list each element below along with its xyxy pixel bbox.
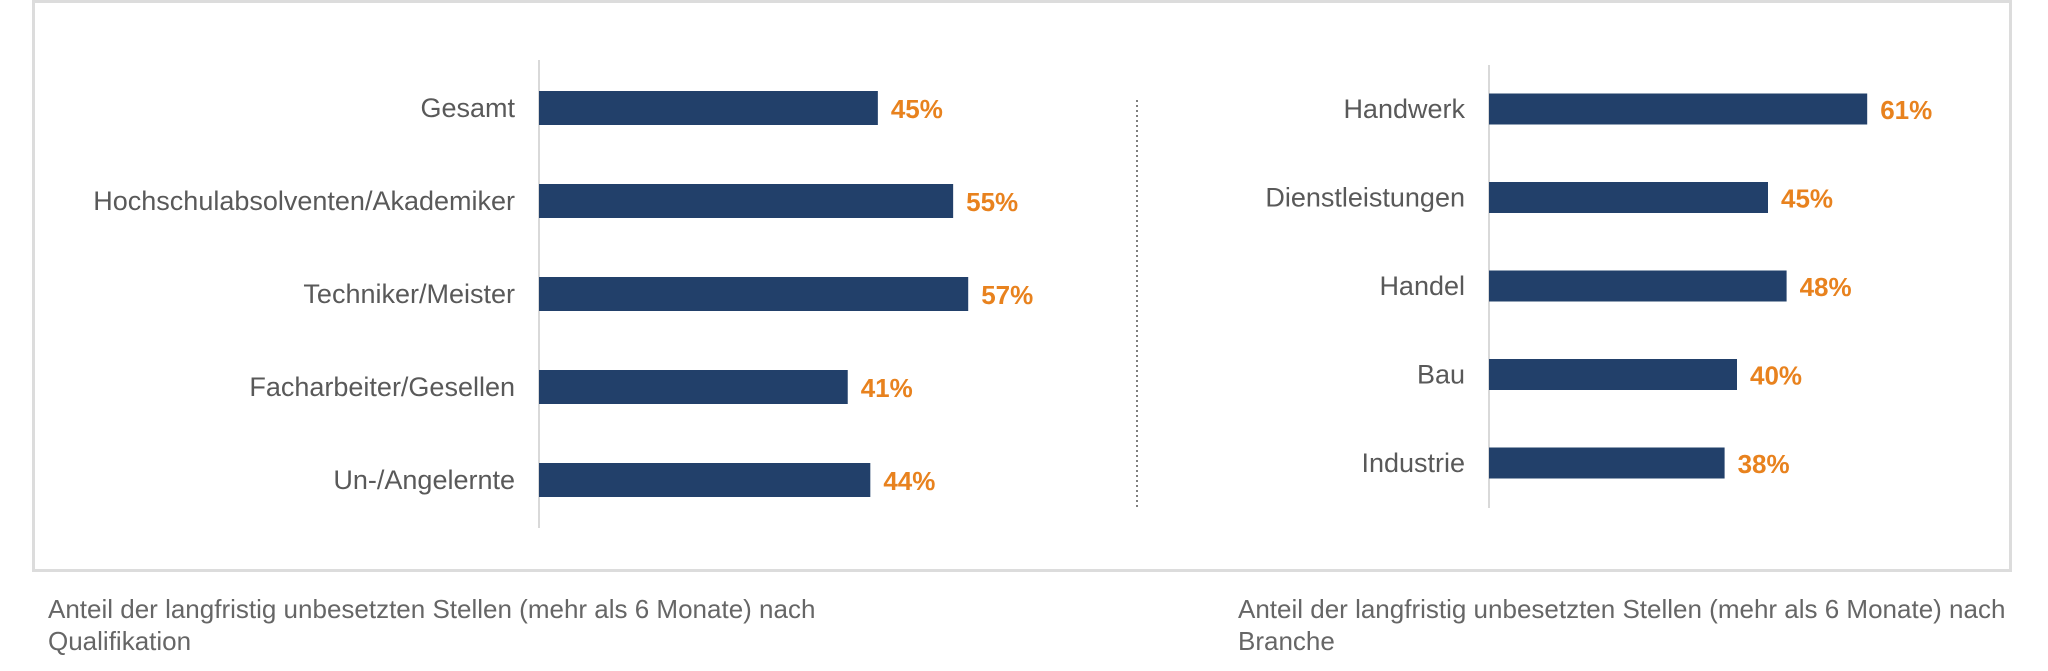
category-label-qualifikation-4: Un-/Angelernte	[333, 465, 515, 495]
bar-qualifikation-0	[539, 91, 878, 125]
bar-qualifikation-3	[539, 370, 848, 404]
bar-qualifikation-2	[539, 277, 969, 311]
value-label-branche-3: 40%	[1750, 361, 1802, 391]
category-label-qualifikation-1: Hochschulabsolventen/Akademiker	[93, 186, 515, 216]
caption-qualifikation: Anteil der langfristig unbesetzten Stell…	[48, 594, 816, 656]
category-label-branche-0: Handwerk	[1343, 94, 1465, 124]
category-label-branche-1: Dienstleistungen	[1265, 183, 1465, 213]
bar-branche-4	[1489, 447, 1725, 479]
bar-qualifikation-4	[539, 463, 871, 497]
value-label-qualifikation-2: 57%	[981, 280, 1033, 310]
value-label-branche-1: 45%	[1781, 184, 1833, 214]
bar-branche-3	[1489, 359, 1737, 390]
bar-branche-1	[1489, 182, 1768, 213]
value-label-branche-2: 48%	[1800, 272, 1852, 302]
category-label-branche-3: Bau	[1417, 360, 1465, 390]
value-label-branche-4: 38%	[1738, 449, 1790, 479]
bar-branche-2	[1489, 270, 1787, 302]
category-label-qualifikation-0: Gesamt	[420, 93, 515, 123]
category-label-qualifikation-2: Techniker/Meister	[303, 279, 515, 309]
category-label-branche-2: Handel	[1379, 271, 1465, 301]
value-label-branche-0: 61%	[1880, 95, 1932, 125]
bar-branche-0	[1489, 93, 1868, 125]
chart-frame	[32, 0, 2012, 572]
caption-branche: Anteil der langfristig unbesetzten Stell…	[1238, 594, 2006, 656]
value-label-qualifikation-1: 55%	[966, 187, 1018, 217]
value-label-qualifikation-0: 45%	[891, 94, 943, 124]
category-label-qualifikation-3: Facharbeiter/Gesellen	[249, 372, 515, 402]
category-label-branche-4: Industrie	[1361, 448, 1465, 478]
bar-qualifikation-1	[539, 184, 954, 218]
value-label-qualifikation-3: 41%	[861, 373, 913, 403]
value-label-qualifikation-4: 44%	[883, 466, 935, 496]
